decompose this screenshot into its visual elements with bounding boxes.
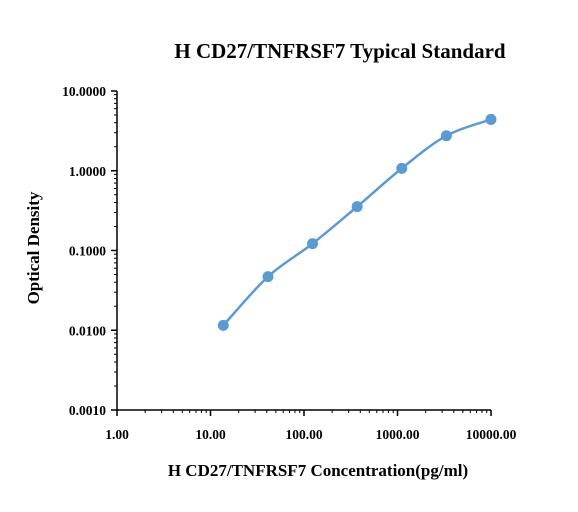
- data-point: [217, 319, 229, 331]
- y-axis-ticks: 0.0010 0.0100 0.1000 1.0000 10.0000: [62, 84, 117, 418]
- y-tick-label: 0.0100: [69, 323, 106, 338]
- y-axis-label: Optical Density: [24, 191, 43, 304]
- y-tick-label: 0.0010: [69, 403, 106, 418]
- x-tick-label: 10000.00: [466, 427, 517, 442]
- data-point: [307, 238, 319, 250]
- x-tick-label: 1.00: [105, 427, 129, 442]
- x-tick-label: 100.00: [285, 427, 322, 442]
- x-axis-label: H CD27/TNFRSF7 Concentration(pg/ml): [168, 461, 468, 480]
- x-tick-label: 1000.00: [376, 427, 420, 442]
- data-point: [440, 130, 452, 142]
- y-tick-label: 10.0000: [62, 84, 106, 99]
- data-series: [217, 113, 497, 331]
- x-tick-label: 10.00: [195, 427, 226, 442]
- series-curve: [222, 118, 492, 327]
- y-tick-label: 0.1000: [69, 244, 106, 259]
- data-point: [262, 271, 274, 283]
- data-point: [351, 201, 363, 213]
- chart-title: H CD27/TNFRSF7 Typical Standard: [174, 39, 506, 63]
- x-axis-ticks: 1.00 10.00 100.00 1000.00 10000.00: [105, 410, 517, 442]
- y-tick-label: 1.0000: [69, 164, 106, 179]
- data-point: [396, 162, 408, 174]
- data-point: [485, 113, 497, 125]
